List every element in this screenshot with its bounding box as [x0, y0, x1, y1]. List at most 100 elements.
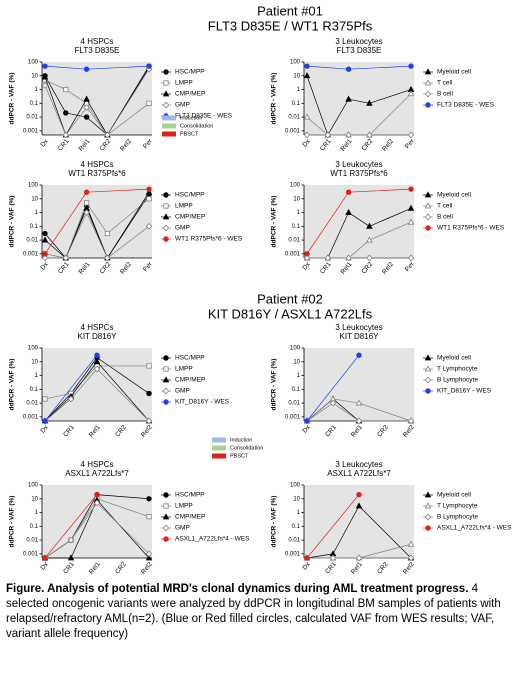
- series-segment: [332, 398, 360, 404]
- x-tick-label: Rel2: [140, 561, 154, 576]
- y-tick-label: 1: [297, 210, 301, 216]
- series-segment: [369, 89, 412, 104]
- y-tick-label: 0.001: [285, 551, 301, 557]
- marker: [42, 63, 48, 69]
- series-segment: [306, 192, 349, 255]
- x-tick-label: Rel1: [77, 138, 91, 153]
- legend-label: KIT_D816Y - WES: [437, 388, 492, 395]
- legend-marker: [163, 536, 169, 542]
- y-axis-label: ddPCR - VAF (%): [9, 73, 16, 125]
- series-segment: [44, 354, 98, 422]
- marker: [329, 554, 337, 562]
- patient-subtitle: FLT3 D835E / WT1 R375Pfs: [208, 18, 373, 33]
- y-tick-label: 0.1: [30, 224, 39, 230]
- x-tick-label: CR1: [57, 138, 71, 153]
- chart-subtitle: WT1 R375Pfs*6: [68, 169, 126, 178]
- legend-marker: [163, 69, 169, 75]
- series-segment: [327, 212, 349, 259]
- series-segment: [65, 89, 87, 104]
- series-segment: [348, 65, 412, 70]
- legend-marker: [163, 236, 169, 242]
- x-tick-label: CR1: [62, 424, 76, 439]
- marker: [355, 502, 363, 509]
- y-tick-label: 100: [28, 483, 39, 489]
- marker: [146, 363, 152, 369]
- chart-title: 3 Leukocytes: [335, 160, 382, 169]
- y-tick-label: 0.1: [30, 387, 39, 393]
- marker: [104, 131, 111, 139]
- legend-label: T cell: [437, 203, 453, 210]
- chart-subtitle: KIT D816Y: [340, 332, 380, 341]
- chart-title: 3 Leukocytes: [335, 323, 382, 332]
- legend-label: CMP/MEP: [175, 214, 205, 221]
- y-tick-label: 0.001: [23, 128, 39, 134]
- series-segment: [107, 69, 150, 136]
- marker: [62, 254, 69, 262]
- marker: [67, 536, 75, 544]
- marker: [94, 352, 100, 358]
- marker: [42, 251, 48, 257]
- marker: [355, 417, 363, 425]
- series-segment: [96, 361, 150, 422]
- legend-label: FLT3 D835E - WES: [175, 113, 233, 120]
- y-tick-label: 0.01: [288, 238, 300, 244]
- x-tick-label: Rel1: [77, 261, 91, 276]
- patient-subtitle: KIT D816Y / ASXL1 A722Lfs: [208, 306, 373, 321]
- chart-title: 3 Leukocytes: [335, 37, 382, 46]
- x-tick-label: CR2: [376, 561, 390, 576]
- x-tick-label: Dx: [39, 260, 50, 271]
- legend-marker: [163, 80, 169, 86]
- x-tick-label: CR2: [361, 138, 375, 153]
- legend-marker: [424, 365, 432, 372]
- x-tick-label: CR2: [99, 261, 113, 276]
- legend-label: LMPP: [175, 503, 193, 510]
- x-tick-label: CR1: [324, 561, 338, 576]
- legend-label: ASXL1_A722Lfs*4 - WES: [175, 536, 250, 543]
- y-tick-label: 10: [293, 73, 300, 79]
- legend-label: HSC/MPP: [175, 192, 205, 199]
- legend-marker: [162, 524, 170, 532]
- plot-area: [304, 62, 414, 135]
- marker: [83, 104, 90, 111]
- legend-marker: [424, 491, 432, 498]
- series-segment: [306, 402, 334, 422]
- marker: [146, 186, 152, 192]
- marker: [345, 208, 352, 215]
- x-tick-label: CR1: [324, 424, 338, 439]
- legend-marker: [424, 90, 432, 98]
- marker: [94, 491, 100, 498]
- legend-label: T Lymphocyte: [437, 503, 478, 510]
- marker: [366, 236, 373, 243]
- caption: Figure. Analysis of potential MRD's clon…: [6, 582, 514, 642]
- legend-label: GMP: [175, 102, 190, 109]
- x-tick-label: Rel2: [119, 261, 133, 276]
- legend-marker: [163, 355, 169, 361]
- marker: [407, 417, 415, 425]
- marker: [146, 496, 152, 502]
- marker: [83, 189, 90, 195]
- x-tick-label: CR1: [57, 261, 71, 276]
- marker: [407, 218, 415, 225]
- marker: [42, 555, 48, 561]
- y-tick-label: 1: [297, 373, 301, 379]
- marker: [355, 399, 363, 406]
- treatment-swatch: [212, 453, 226, 459]
- series-segment: [332, 505, 360, 555]
- chart-title: 4 HSPCs: [81, 160, 114, 169]
- legend-label: B cell: [437, 91, 453, 98]
- y-tick-label: 0.001: [285, 128, 301, 134]
- marker: [366, 99, 373, 106]
- marker: [93, 499, 101, 507]
- marker: [408, 63, 414, 69]
- series-segment: [86, 65, 150, 70]
- legend-label: LMPP: [175, 80, 193, 87]
- x-tick-label: CR2: [99, 138, 113, 153]
- chart-title: 3 Leukocytes: [335, 460, 382, 469]
- treatment-label: PBSCT: [230, 453, 249, 459]
- legend-label: LMPP: [175, 366, 193, 373]
- y-tick-label: 0.01: [26, 238, 38, 244]
- series-segment: [86, 188, 150, 193]
- series-segment: [44, 75, 67, 114]
- marker: [84, 200, 90, 206]
- y-tick-label: 1: [35, 510, 39, 516]
